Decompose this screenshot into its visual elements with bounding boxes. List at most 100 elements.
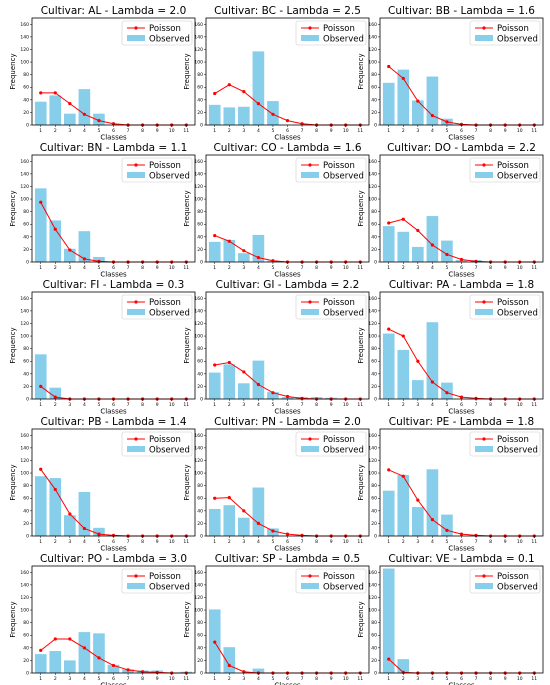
x-tick-label: 7 (301, 128, 304, 134)
y-axis-label: Frequency (183, 327, 191, 363)
y-tick-label: 20 (23, 384, 29, 390)
y-tick-label: 40 (197, 234, 203, 240)
y-tick-label: 40 (23, 234, 29, 240)
poisson-point (459, 532, 464, 536)
y-tick-label: 120 (368, 595, 377, 601)
x-tick-label: 10 (517, 128, 523, 134)
poisson-point (213, 233, 217, 238)
observed-bar (267, 392, 279, 399)
y-tick-label: 20 (23, 110, 29, 116)
x-tick-label: 9 (330, 402, 333, 408)
x-axis-label: Classes (448, 271, 475, 279)
legend-observed-swatch (475, 309, 493, 315)
legend-poisson-marker (134, 26, 138, 30)
poisson-point (227, 496, 231, 500)
subplot-title: Cultivar: PB - Lambda = 1.4 (40, 416, 186, 428)
y-tick-label: 120 (368, 47, 377, 53)
x-axis-label: Classes (274, 545, 301, 553)
x-tick-label: 3 (68, 539, 71, 545)
x-tick-label: 11 (357, 128, 363, 134)
poisson-point (300, 122, 304, 126)
x-axis-label: Classes (448, 545, 475, 553)
y-tick-label: 40 (371, 371, 377, 377)
x-tick-label: 4 (257, 676, 260, 682)
observed-bar (412, 380, 424, 399)
x-tick-label: 2 (54, 539, 57, 545)
observed-bar (426, 469, 439, 536)
observed-bar (252, 487, 265, 536)
legend-observed-label: Observed (149, 309, 190, 319)
legend-poisson-label: Poisson (497, 161, 529, 171)
x-tick-label: 11 (531, 676, 537, 682)
x-tick-label: 5 (446, 676, 449, 682)
poisson-point (256, 255, 260, 260)
y-tick-label: 80 (371, 483, 377, 489)
subplot-15: Cultivar: VE - Lambda = 0.1 1 2 3 4 5 6 7 8 9 10 11… (357, 553, 544, 685)
y-tick-label: 140 (368, 171, 377, 177)
y-tick-label: 100 (368, 60, 377, 66)
x-tick-label: 4 (257, 402, 260, 408)
x-tick-label: 3 (416, 128, 419, 134)
poisson-point (401, 217, 405, 221)
observed-bar (223, 239, 236, 262)
y-tick-label: 80 (197, 72, 203, 78)
legend-poisson-label: Poisson (323, 435, 355, 445)
poisson-line (388, 328, 535, 400)
subplot-title: Cultivar: PA - Lambda = 1.8 (389, 279, 534, 291)
subplot-12: Cultivar: PE - Lambda = 1.8 1 2 3 4 5 6 7 8 9 10 11… (357, 416, 544, 553)
x-tick-label: 11 (183, 676, 189, 682)
y-tick-label: 160 (194, 296, 203, 302)
y-tick-label: 80 (197, 346, 203, 352)
poisson-point (242, 90, 246, 94)
y-tick-label: 140 (368, 308, 377, 314)
subplot-9: Cultivar: PA - Lambda = 1.8 1 2 3 4 5 6 7 8 9 10 11… (357, 279, 544, 416)
poisson-point (285, 394, 290, 399)
poisson-point (256, 521, 260, 526)
y-tick-label: 40 (197, 371, 203, 377)
poisson-point (97, 532, 101, 536)
poisson-point (111, 122, 116, 126)
observed-bar (426, 216, 439, 262)
y-tick-label: 40 (197, 508, 203, 514)
legend-observed-swatch (301, 446, 319, 452)
y-tick-label: 120 (20, 47, 29, 53)
x-tick-label: 8 (489, 128, 492, 134)
y-tick-label: 0 (200, 123, 203, 129)
x-tick-label: 3 (242, 402, 245, 408)
y-tick-label: 20 (371, 521, 377, 527)
subplot-1: Cultivar: AL - Lambda = 2.0 1 2 3 4 5 6 7 8 9 10 11… (9, 5, 196, 142)
poisson-point (401, 76, 405, 81)
legend-observed-label: Observed (497, 35, 538, 45)
y-tick-label: 40 (197, 97, 203, 103)
x-tick-label: 2 (402, 676, 405, 682)
y-tick-label: 140 (368, 34, 377, 40)
observed-bar (223, 364, 236, 399)
y-tick-label: 0 (374, 123, 377, 129)
x-tick-label: 10 (517, 676, 523, 682)
poisson-point (39, 648, 43, 652)
x-tick-label: 8 (315, 539, 318, 545)
legend-poisson-marker (482, 574, 486, 578)
poisson-point (445, 252, 449, 257)
poisson-point (39, 91, 43, 95)
y-tick-label: 100 (194, 471, 203, 477)
y-tick-label: 120 (368, 184, 377, 190)
legend-observed-label: Observed (497, 446, 538, 456)
x-tick-label: 6 (460, 402, 463, 408)
poisson-point (285, 118, 290, 123)
subplot-title: Cultivar: FI - Lambda = 0.3 (43, 279, 185, 291)
x-tick-label: 10 (169, 402, 175, 408)
x-tick-label: 9 (156, 265, 159, 271)
poisson-point (401, 474, 405, 478)
x-tick-label: 11 (357, 539, 363, 545)
y-tick-label: 140 (194, 34, 203, 40)
y-tick-label: 20 (197, 247, 203, 253)
x-axis-label: Classes (448, 682, 475, 685)
y-tick-label: 80 (197, 620, 203, 626)
x-tick-label: 10 (343, 265, 349, 271)
x-tick-label: 3 (242, 676, 245, 682)
observed-bar (49, 95, 62, 125)
x-tick-label: 2 (228, 676, 231, 682)
